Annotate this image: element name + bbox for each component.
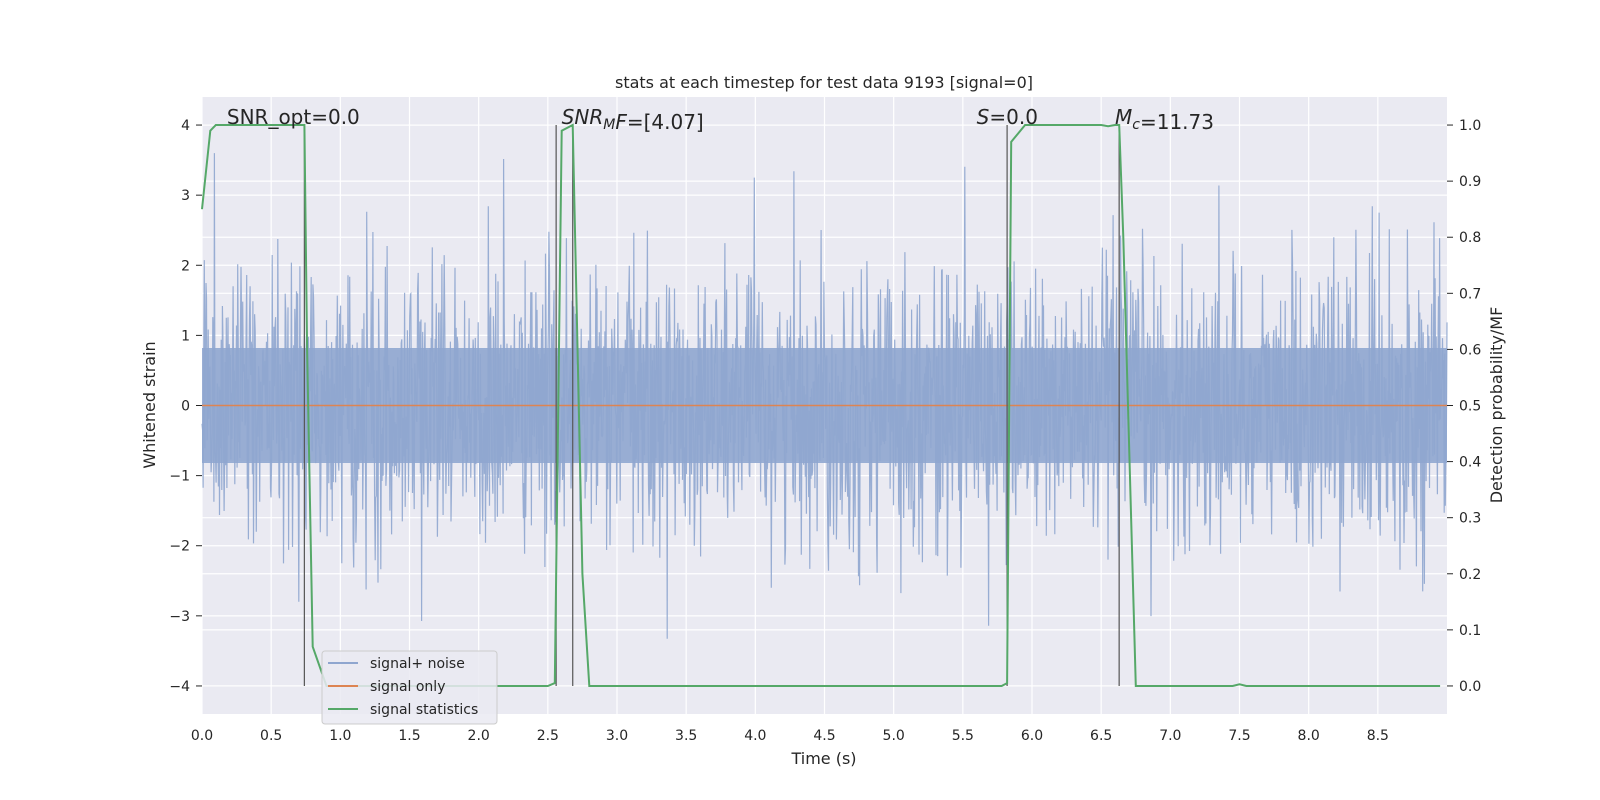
x-tick-label: 6.5 — [1090, 728, 1112, 744]
x-axis: 0.0 0.5 1.0 1.5 2.0 2.5 3.0 3.5 4.0 4.5 5.0 5.5 6.0 6… — [191, 728, 1389, 744]
annotation-part: SNR_opt=0.0 — [227, 105, 360, 129]
x-tick-label: 5.5 — [952, 728, 974, 744]
legend-label-signal-statistics: signal statistics — [370, 702, 478, 718]
annotation-part: S — [977, 105, 990, 129]
x-tick-label: 1.5 — [398, 728, 420, 744]
annotation-part: =[4.07] — [627, 110, 704, 134]
y-axis-label-right: Detection probability/MF — [1487, 307, 1506, 504]
annotation-part: =11.73 — [1140, 110, 1214, 134]
y-axis-right: 0.0 0.1 0.2 0.3 0.4 0.5 0.6 0.7 0.8 0.9 1.0 — [1447, 118, 1481, 695]
x-tick-label: 5.0 — [883, 728, 905, 744]
x-tick-label: 6.0 — [1021, 728, 1043, 744]
x-tick-label: 1.0 — [329, 728, 351, 744]
annotation-part: SNR — [562, 105, 604, 129]
annotations: SNR_opt=0.0 SNRMF=[4.07] S=0.0 Mc=11.73 — [227, 105, 1214, 134]
y-right-tick-label: 0.1 — [1459, 623, 1481, 639]
y-right-tick-label: 1.0 — [1459, 118, 1481, 134]
legend: signal+ noise signal only signal statist… — [321, 650, 498, 725]
x-tick-label: 0.0 — [191, 728, 213, 744]
chart-title: stats at each timestep for test data 919… — [615, 73, 1033, 92]
y-right-tick-label: 0.0 — [1459, 679, 1481, 695]
annotation-part: M — [1115, 105, 1132, 129]
y-tick-label: −3 — [169, 609, 190, 625]
annotation-snr-opt: SNR_opt=0.0 — [227, 105, 360, 129]
annotation-snr-mf: SNRMF=[4.07] — [562, 105, 704, 134]
y-right-tick-label: 0.5 — [1459, 399, 1481, 415]
y-tick-label: −4 — [169, 679, 190, 695]
legend-label-signal-noise: signal+ noise — [370, 656, 465, 672]
y-tick-label: −1 — [169, 469, 190, 485]
x-axis-label: Time (s) — [790, 749, 856, 768]
annotation-part: c — [1132, 117, 1140, 133]
y-right-tick-label: 0.3 — [1459, 511, 1481, 527]
x-tick-label: 4.0 — [744, 728, 766, 744]
y-tick-label: 3 — [181, 188, 190, 204]
statistics-line — [201, 123, 1441, 687]
y-right-tick-label: 0.9 — [1459, 174, 1481, 190]
x-tick-label: 3.5 — [675, 728, 697, 744]
x-tick-label: 4.5 — [813, 728, 835, 744]
series-signal-statistics — [201, 123, 1441, 687]
legend-box — [321, 650, 498, 725]
annotation-part: =0.0 — [989, 105, 1038, 129]
y-axis-left: −4 −3 −2 −1 0 1 2 3 4 — [169, 118, 202, 695]
annotation-part: F — [615, 110, 627, 134]
x-tick-label: 0.5 — [260, 728, 282, 744]
x-tick-label: 2.5 — [537, 728, 559, 744]
y-tick-label: 2 — [181, 258, 190, 274]
y-right-tick-label: 0.8 — [1459, 230, 1481, 246]
y-right-tick-label: 0.2 — [1459, 567, 1481, 583]
x-tick-label: 3.0 — [606, 728, 628, 744]
y-axis-label: Whitened strain — [140, 341, 159, 468]
annotation-s: S=0.0 — [977, 105, 1038, 129]
x-tick-label: 8.5 — [1367, 728, 1389, 744]
y-right-tick-label: 0.4 — [1459, 455, 1481, 471]
y-tick-label: 0 — [181, 399, 190, 415]
y-tick-label: −2 — [169, 539, 190, 555]
x-tick-label: 8.0 — [1298, 728, 1320, 744]
annotation-mc: Mc=11.73 — [1115, 105, 1214, 134]
x-tick-label: 7.0 — [1159, 728, 1181, 744]
y-right-tick-label: 0.7 — [1459, 286, 1481, 302]
x-tick-label: 7.5 — [1228, 728, 1250, 744]
y-tick-label: 1 — [181, 328, 190, 344]
y-right-tick-label: 0.6 — [1459, 342, 1481, 358]
y-tick-label: 4 — [181, 118, 190, 134]
legend-label-signal-only: signal only — [370, 679, 445, 695]
x-tick-label: 2.0 — [468, 728, 490, 744]
annotation-part: M — [603, 117, 615, 133]
